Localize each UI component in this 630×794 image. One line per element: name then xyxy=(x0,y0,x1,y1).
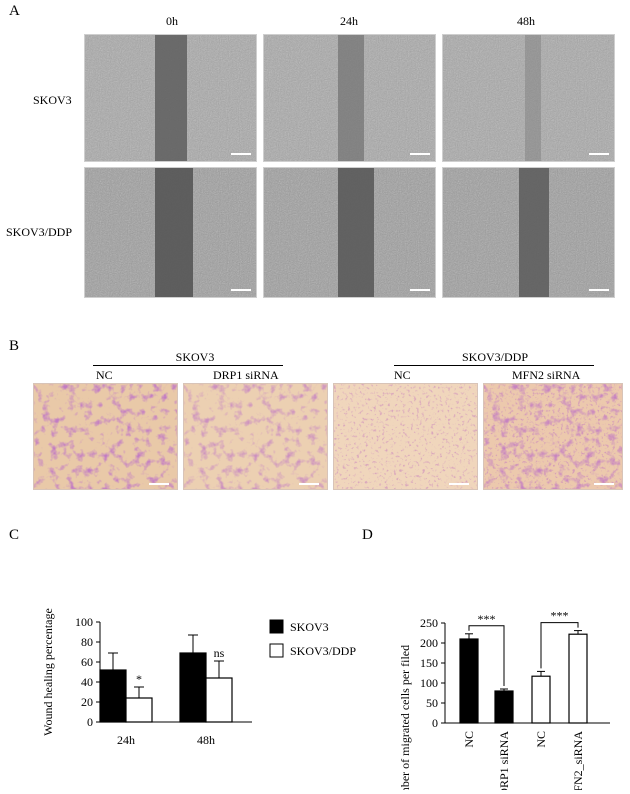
group-underline-skov3 xyxy=(93,365,283,366)
scale-bar xyxy=(410,289,430,291)
y-tick-label: 200 xyxy=(420,636,438,650)
column-label-48h: 48h xyxy=(517,14,535,28)
y-tick-label: 50 xyxy=(426,696,438,710)
significance-label: *** xyxy=(478,612,496,626)
y-tick-label: 0 xyxy=(432,716,438,730)
y-tick-label: 150 xyxy=(420,656,438,670)
x-tick-label: NC xyxy=(534,731,548,748)
scale-bar xyxy=(449,483,469,485)
bar xyxy=(494,690,514,724)
row-label-skov3: SKOV3 xyxy=(33,93,72,107)
condition-label-drp1-sirna: DRP1 siRNA xyxy=(213,368,279,382)
condition-label-nc: NC xyxy=(394,368,411,382)
y-axis-label: Number of migrated cells per filed xyxy=(398,645,412,790)
scale-bar xyxy=(410,153,430,155)
y-tick-label: 100 xyxy=(75,615,93,629)
scratch-image-skov3-24h xyxy=(263,34,436,162)
panel-label-c: C xyxy=(9,527,20,543)
chart-wound-healing: 0 20 40 60 80 100 Wound healing percentage * 24h… xyxy=(41,608,356,747)
row-label-skov3-ddp: SKOV3/DDP xyxy=(6,225,73,239)
bar xyxy=(205,677,233,723)
panel-label-a: A xyxy=(9,3,20,19)
group-label-skov3-ddp: SKOV3/DDP xyxy=(461,350,528,364)
scratch-image-skov3-0h xyxy=(84,34,257,162)
y-tick-label: 60 xyxy=(81,655,93,669)
condition-label-mfn2-sirna: MFN2 siRNA xyxy=(512,368,581,382)
condition-label-nc: NC xyxy=(96,368,113,382)
scale-bar xyxy=(149,483,169,485)
bar xyxy=(531,675,551,724)
legend-swatch xyxy=(269,643,284,658)
bar xyxy=(459,638,479,724)
group-label-skov3: SKOV3 xyxy=(175,350,215,364)
x-tick-label: NC xyxy=(462,731,476,748)
scale-bar xyxy=(589,289,609,291)
x-tick-label: MFN2_siRNA xyxy=(571,731,585,790)
scale-bar xyxy=(231,289,251,291)
transwell-image-skov3-nc xyxy=(33,383,178,490)
significance-label: *** xyxy=(551,609,569,623)
scale-bar xyxy=(589,153,609,155)
panel-label-b: B xyxy=(9,338,20,354)
bar xyxy=(568,633,588,724)
scale-bar xyxy=(594,483,614,485)
transwell-image-skov3-ddp-mfn2-sirna xyxy=(483,383,623,490)
scale-bar xyxy=(231,153,251,155)
y-axis-label: Wound healing percentage xyxy=(41,608,55,736)
significance-label: * xyxy=(136,672,142,686)
bar xyxy=(99,669,127,723)
y-tick-label: 0 xyxy=(87,715,93,729)
bar xyxy=(179,652,207,723)
y-tick-label: 100 xyxy=(420,676,438,690)
scratch-image-skov3-ddp-0h xyxy=(84,167,257,298)
x-tick-label: DRP1 siRNA xyxy=(497,731,511,790)
scale-bar xyxy=(299,483,319,485)
y-tick-label: 40 xyxy=(81,675,93,689)
scratch-image-skov3-48h xyxy=(442,34,615,162)
legend-swatch xyxy=(269,619,284,634)
x-tick-label: 24h xyxy=(117,733,135,747)
transwell-image-skov3-drp1-sirna xyxy=(183,383,328,490)
y-tick-label: 250 xyxy=(420,616,438,630)
column-label-24h: 24h xyxy=(340,14,358,28)
transwell-image-skov3-ddp-nc xyxy=(333,383,478,490)
significance-bracket xyxy=(468,625,505,686)
legend-label: SKOV3/DDP xyxy=(290,644,356,658)
group-underline-skov3-ddp xyxy=(394,365,594,366)
scratch-image-skov3-ddp-24h xyxy=(263,167,436,298)
chart-migrated-cells: 0 50 100 150 200 250 Number of migrated cells … xyxy=(398,609,610,790)
scratch-image-skov3-ddp-48h xyxy=(442,167,615,298)
legend-label: SKOV3 xyxy=(290,620,329,634)
y-tick-label: 20 xyxy=(81,695,93,709)
bar xyxy=(125,697,153,723)
panel-label-d: D xyxy=(362,527,373,543)
significance-label: ns xyxy=(214,646,225,660)
column-label-0h: 0h xyxy=(166,14,178,28)
y-tick-label: 80 xyxy=(81,635,93,649)
x-tick-label: 48h xyxy=(197,733,215,747)
significance-bracket xyxy=(540,622,579,669)
